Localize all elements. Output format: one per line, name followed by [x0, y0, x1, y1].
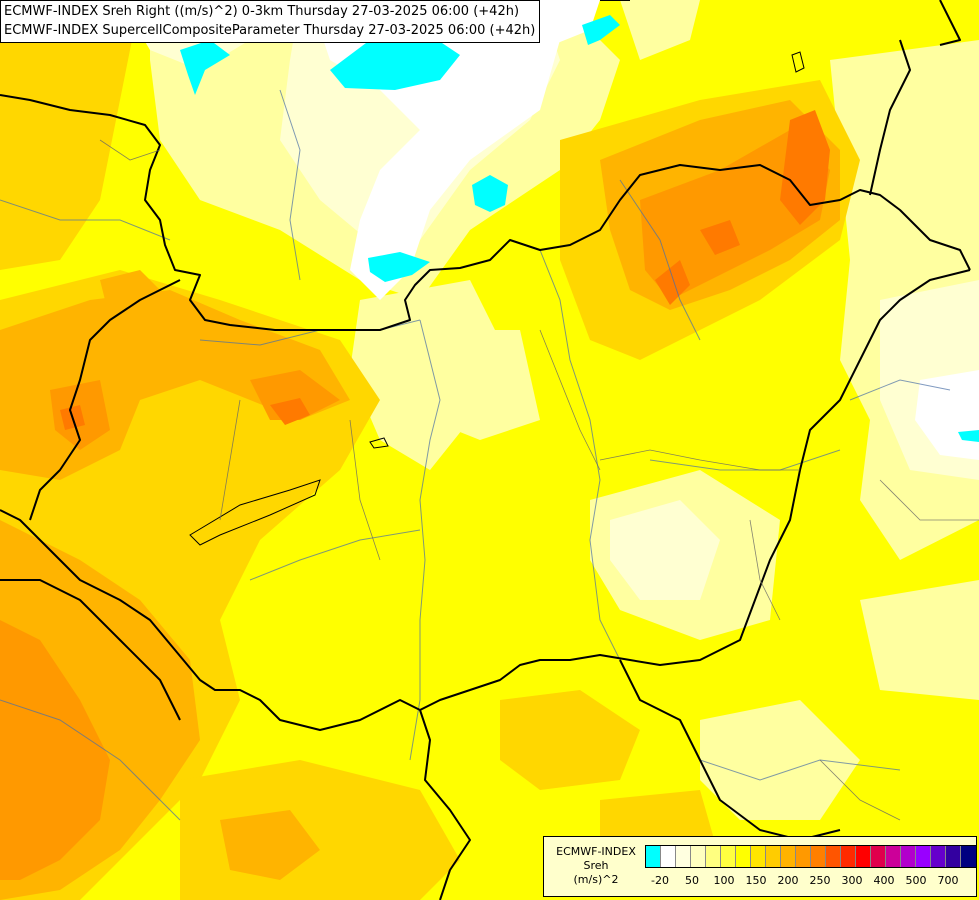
legend-swatch — [811, 846, 826, 867]
rivers — [0, 89, 951, 821]
map-title-line-1: ECMWF-INDEX Sreh Right ((m/s)^2) 0-3km T… — [4, 4, 520, 19]
legend-swatch — [886, 846, 901, 867]
legend-swatch — [646, 846, 661, 867]
legend-swatch — [721, 846, 736, 867]
legend-tick-label: 50 — [685, 874, 699, 887]
legend-title-line-2: Sreh — [583, 859, 609, 872]
legend-tick-label: 700 — [937, 874, 959, 887]
legend-swatch — [841, 846, 856, 867]
regional-borders — [99, 139, 979, 821]
legend-tick-label: 150 — [745, 874, 767, 887]
legend-swatch — [766, 846, 781, 867]
legend-tick-label: 300 — [841, 874, 863, 887]
legend-title-line-1: ECMWF-INDEX — [556, 845, 636, 858]
legend-swatch — [856, 846, 871, 867]
legend-tick-label: -20 — [651, 874, 669, 887]
legend-swatch — [826, 846, 841, 867]
legend-swatch — [796, 846, 811, 867]
legend-swatch — [781, 846, 796, 867]
lakes — [189, 51, 805, 546]
legend-swatch — [916, 846, 931, 867]
legend-swatch — [871, 846, 886, 867]
legend-swatch — [691, 846, 706, 867]
legend-tick-label: 100 — [713, 874, 735, 887]
sreh-contour-cyan — [180, 15, 979, 442]
color-legend: ECMWF-INDEX Sreh (m/s)^2 -20 50 100 150 200 2… — [543, 836, 977, 897]
legend-tick-label: 400 — [873, 874, 895, 887]
legend-swatch — [676, 846, 691, 867]
legend-swatch — [931, 846, 946, 867]
legend-swatch — [946, 846, 961, 867]
legend-tick-label: 200 — [777, 874, 799, 887]
legend-color-scale — [645, 845, 977, 868]
map-title-line-2: ECMWF-INDEX SupercellCompositeParameter … — [4, 23, 536, 38]
legend-swatch — [736, 846, 751, 867]
legend-swatch — [961, 846, 976, 867]
legend-tick-label: 500 — [905, 874, 927, 887]
legend-tick-label: 250 — [809, 874, 831, 887]
legend-swatch — [706, 846, 721, 867]
sreh-contour-orange-dark — [60, 110, 830, 430]
map-title-box: ECMWF-INDEX Sreh Right ((m/s)^2) 0-3km T… — [0, 0, 541, 43]
legend-swatch — [901, 846, 916, 867]
legend-swatch — [751, 846, 766, 867]
legend-title: ECMWF-INDEX Sreh (m/s)^2 — [550, 845, 642, 887]
legend-swatch — [661, 846, 676, 867]
legend-title-line-3: (m/s)^2 — [573, 873, 619, 886]
legend-tick-labels: -20 50 100 150 200 250 300 400 500 700 — [645, 874, 975, 890]
